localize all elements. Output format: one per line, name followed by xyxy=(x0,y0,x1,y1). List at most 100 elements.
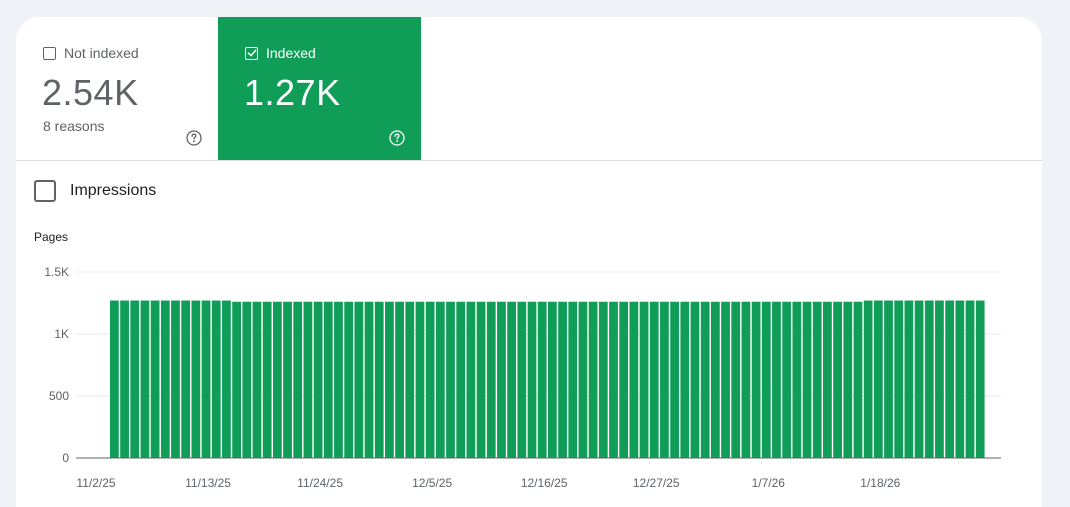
bar[interactable] xyxy=(792,301,802,458)
bar[interactable] xyxy=(507,301,517,458)
bar[interactable] xyxy=(833,301,842,458)
bar[interactable] xyxy=(710,301,720,458)
not-indexed-header: Not indexed xyxy=(43,45,139,61)
bar[interactable] xyxy=(527,301,537,458)
bar[interactable] xyxy=(211,300,221,458)
bar[interactable] xyxy=(670,301,679,458)
bar[interactable] xyxy=(823,301,832,458)
bar[interactable] xyxy=(812,301,822,458)
bar[interactable] xyxy=(466,301,476,458)
bar[interactable] xyxy=(201,300,211,458)
bar[interactable] xyxy=(924,300,934,458)
bar[interactable] xyxy=(802,301,812,458)
bar[interactable] xyxy=(863,300,873,458)
bar[interactable] xyxy=(772,301,781,458)
bar[interactable] xyxy=(313,301,323,458)
bar[interactable] xyxy=(283,301,292,458)
bar[interactable] xyxy=(303,301,313,458)
bar[interactable] xyxy=(721,301,730,458)
bar[interactable] xyxy=(160,300,170,458)
bar[interactable] xyxy=(364,301,374,458)
bar[interactable] xyxy=(537,301,547,458)
y-axis-label: Pages xyxy=(34,230,68,244)
bar[interactable] xyxy=(568,301,578,458)
bar[interactable] xyxy=(965,300,975,458)
bar[interactable] xyxy=(252,301,262,458)
bar[interactable] xyxy=(588,301,598,458)
bar[interactable] xyxy=(619,301,629,458)
help-icon[interactable] xyxy=(389,130,405,146)
bar[interactable] xyxy=(435,301,445,458)
impressions-checkbox[interactable] xyxy=(34,180,56,202)
bar[interactable] xyxy=(232,301,241,458)
bar[interactable] xyxy=(171,300,180,458)
bar[interactable] xyxy=(150,300,160,458)
bar[interactable] xyxy=(354,301,364,458)
bar[interactable] xyxy=(140,300,150,458)
bar[interactable] xyxy=(741,301,751,458)
bar[interactable] xyxy=(334,301,343,458)
bar[interactable] xyxy=(425,301,435,458)
bar[interactable] xyxy=(374,301,384,458)
bar[interactable] xyxy=(181,300,191,458)
bar[interactable] xyxy=(344,301,354,458)
bar[interactable] xyxy=(191,300,201,458)
bar[interactable] xyxy=(517,301,527,458)
bar[interactable] xyxy=(629,301,639,458)
bar[interactable] xyxy=(935,300,944,458)
tiles-divider xyxy=(16,160,1042,161)
bar[interactable] xyxy=(497,301,506,458)
bar[interactable] xyxy=(894,300,904,458)
bar[interactable] xyxy=(873,300,883,458)
bar[interactable] xyxy=(272,301,282,458)
bar[interactable] xyxy=(476,301,486,458)
x-tick-label: 12/27/25 xyxy=(633,476,680,490)
bar[interactable] xyxy=(222,300,231,458)
bar[interactable] xyxy=(609,301,618,458)
bar[interactable] xyxy=(975,300,985,458)
bar[interactable] xyxy=(558,301,567,458)
bar[interactable] xyxy=(323,301,333,458)
bar[interactable] xyxy=(782,301,792,458)
bar[interactable] xyxy=(486,301,496,458)
bar[interactable] xyxy=(130,300,140,458)
bar[interactable] xyxy=(914,300,924,458)
not-indexed-tile[interactable]: Not indexed 2.54K 8 reasons xyxy=(16,17,218,160)
bar[interactable] xyxy=(639,301,649,458)
bar[interactable] xyxy=(700,301,710,458)
bar[interactable] xyxy=(242,301,252,458)
bar[interactable] xyxy=(884,300,893,458)
indexed-tile[interactable]: Indexed 1.27K xyxy=(218,17,421,160)
bar[interactable] xyxy=(731,301,741,458)
bar[interactable] xyxy=(843,301,853,458)
impressions-label: Impressions xyxy=(70,182,157,199)
bar[interactable] xyxy=(904,300,914,458)
bar[interactable] xyxy=(578,301,588,458)
not-indexed-checkbox[interactable] xyxy=(43,46,56,60)
bar[interactable] xyxy=(853,301,863,458)
bar[interactable] xyxy=(761,301,771,458)
bar[interactable] xyxy=(293,301,303,458)
help-icon[interactable] xyxy=(186,130,202,146)
bar[interactable] xyxy=(945,300,955,458)
bar[interactable] xyxy=(680,301,690,458)
bar[interactable] xyxy=(120,300,129,458)
bar[interactable] xyxy=(446,301,455,458)
bar[interactable] xyxy=(262,301,272,458)
bar[interactable] xyxy=(395,301,404,458)
bar[interactable] xyxy=(415,301,425,458)
bar[interactable] xyxy=(548,301,557,458)
bar[interactable] xyxy=(751,301,761,458)
indexed-checkbox[interactable] xyxy=(245,46,258,60)
bar[interactable] xyxy=(456,301,466,458)
bar[interactable] xyxy=(690,301,700,458)
bar[interactable] xyxy=(110,300,119,458)
bar[interactable] xyxy=(660,301,669,458)
bar[interactable] xyxy=(649,301,659,458)
bar[interactable] xyxy=(385,301,394,458)
bar[interactable] xyxy=(598,301,608,458)
bar[interactable] xyxy=(955,300,965,458)
bar[interactable] xyxy=(405,301,415,458)
impressions-toggle[interactable]: Impressions xyxy=(34,180,156,202)
x-tick-labels: 11/2/25 11/13/25 11/24/25 12/5/25 12/16/25 12… xyxy=(76,476,900,490)
